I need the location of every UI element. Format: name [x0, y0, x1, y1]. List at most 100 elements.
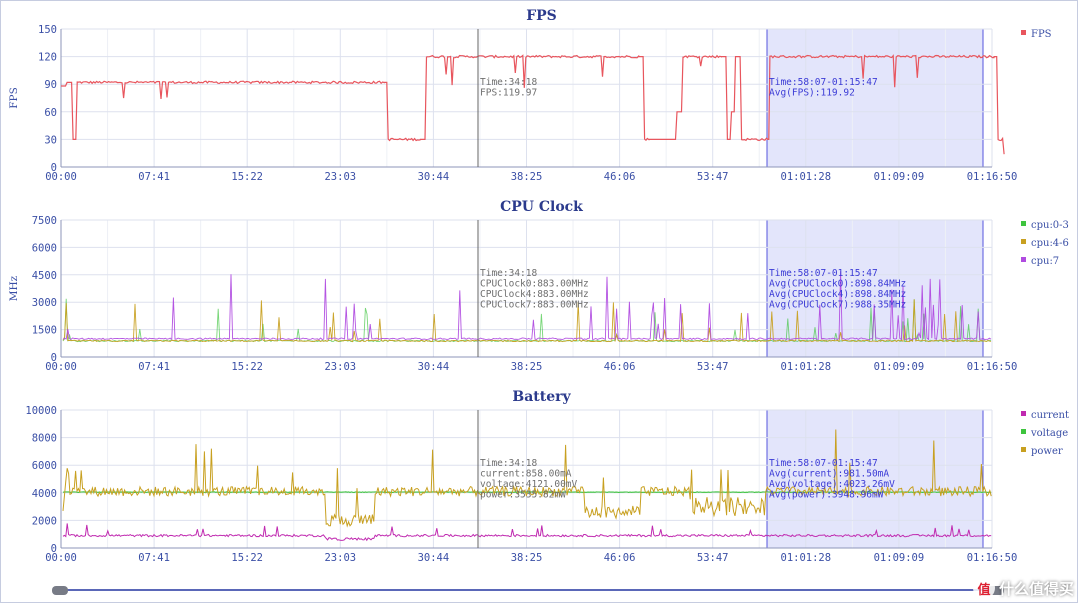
watermark-logo-icon: 值 [972, 577, 995, 599]
x-tick-label: 38:25 [511, 171, 543, 183]
legend-label: cpu:7 [1031, 256, 1059, 267]
x-tick-label: 00:00 [45, 171, 77, 183]
legend-swatch [1021, 221, 1026, 226]
x-tick-label: 01:01:28 [781, 361, 832, 373]
y-axis-label: FPS [8, 87, 20, 109]
chart-title: FPS [526, 8, 557, 24]
watermark: 值 什么值得买 [972, 577, 1074, 599]
x-tick-label: 38:25 [511, 552, 543, 564]
y-tick-label: 4500 [32, 270, 57, 282]
selection-region [766, 409, 984, 549]
x-tick-label: 00:00 [45, 552, 77, 564]
y-tick-label: 0 [51, 543, 57, 555]
series-line-current [62, 523, 992, 542]
y-tick-label: 150 [38, 24, 57, 36]
x-tick-label: 15:22 [231, 171, 263, 183]
watermark-text: 什么值得买 [998, 579, 1074, 598]
chart-panel-1: CPU Clock 00:00 07:41 15:22 23:03 30:44 38:25 4… [8, 199, 1069, 373]
legend-label: power [1031, 446, 1063, 457]
x-tick-label: 01:01:28 [781, 552, 832, 564]
series-line-power [62, 429, 992, 528]
y-tick-label: 0 [51, 162, 57, 174]
x-tick-label: 00:00 [45, 361, 77, 373]
x-tick-label: 23:03 [324, 171, 356, 183]
chart-title: CPU Clock [500, 199, 583, 215]
selection-readout: Avg(current):981.50mA [769, 469, 889, 480]
x-tick-label: 01:16:50 [967, 552, 1018, 564]
cursor-readout: CPUClock7:883.00MHz [480, 300, 589, 311]
legend-label: cpu:0-3 [1031, 220, 1069, 231]
cursor-readout: current:858.00mA [480, 469, 572, 480]
chart-panel-2: Battery 00:00 07:41 15:22 23:03 30:44 38:25 46:… [25, 389, 1069, 564]
y-tick-label: 4000 [32, 488, 57, 500]
cursor-readout: power:3535.82mW [480, 490, 566, 501]
legend-label: FPS [1031, 29, 1052, 40]
selection-readout: Time:58:07-01:15:47 [769, 458, 878, 469]
x-tick-label: 01:16:50 [967, 171, 1018, 183]
cursor-readout: CPUClock4:883.00MHz [480, 289, 589, 300]
legend-swatch [1021, 30, 1026, 35]
cursor-readout: Time:34:18 [480, 458, 537, 469]
legend-label: cpu:4-6 [1031, 238, 1069, 249]
y-tick-label: 60 [44, 107, 57, 119]
cursor-readout: CPUClock0:883.00MHz [480, 279, 589, 290]
x-tick-label: 46:06 [604, 552, 636, 564]
selection-readout: Avg(CPUClock0):898.84MHz [769, 279, 906, 290]
x-tick-label: 07:41 [138, 361, 170, 373]
legend-label: current [1031, 410, 1069, 421]
legend-label: voltage [1030, 428, 1068, 439]
x-tick-label: 01:09:09 [874, 361, 925, 373]
y-axis-label: MHz [8, 275, 20, 301]
y-tick-label: 120 [38, 52, 57, 64]
x-tick-label: 15:22 [231, 361, 263, 373]
y-tick-label: 3000 [32, 297, 57, 309]
x-tick-label: 46:06 [604, 361, 636, 373]
legend-swatch [1021, 429, 1026, 434]
selection-readout: Avg(CPUClock4):898.84MHz [769, 289, 906, 300]
chart-title: Battery [512, 389, 571, 405]
x-tick-label: 01:09:09 [874, 171, 925, 183]
selection-readout: Avg(FPS):119.92 [769, 88, 855, 99]
x-tick-label: 46:06 [604, 171, 636, 183]
x-tick-label: 15:22 [231, 552, 263, 564]
x-tick-label: 01:01:28 [781, 171, 832, 183]
selection-readout: Avg(power):3948.96mW [769, 490, 884, 501]
legend-swatch [1021, 257, 1026, 262]
y-tick-label: 8000 [32, 433, 57, 445]
legend-swatch [1021, 239, 1026, 244]
x-tick-label: 53:47 [697, 552, 729, 564]
y-tick-label: 90 [44, 79, 57, 91]
selection-region [766, 219, 984, 358]
x-tick-label: 30:44 [418, 361, 450, 373]
cursor-readout: voltage:4121.00mV [480, 479, 578, 490]
series-line-cpu-7 [62, 271, 992, 341]
x-tick-label: 07:41 [138, 552, 170, 564]
series-line-cpu-4-6 [62, 299, 992, 343]
x-tick-label: 30:44 [418, 171, 450, 183]
x-tick-label: 01:16:50 [967, 361, 1018, 373]
cursor-readout: FPS:119.97 [480, 88, 537, 99]
y-tick-label: 1500 [32, 325, 57, 337]
y-tick-label: 6000 [32, 460, 57, 472]
selection-readout: Time:58:07-01:15:47 [769, 77, 878, 88]
slider-handle-left[interactable] [52, 586, 68, 595]
x-tick-label: 30:44 [418, 552, 450, 564]
time-range-slider [52, 586, 1004, 595]
chart-panel-0: FPS 00:00 07:41 15:22 23:03 30:44 38:25 46:06 53… [8, 8, 1052, 183]
selection-readout: Avg(voltage):4023.26mV [769, 479, 895, 490]
y-tick-label: 2000 [32, 515, 57, 527]
x-tick-label: 38:25 [511, 361, 543, 373]
selection-readout: Avg(CPUClock7):988.35MHz [769, 300, 906, 311]
selection-readout: Time:58:07-01:15:47 [769, 268, 878, 279]
x-tick-label: 53:47 [697, 361, 729, 373]
y-tick-label: 30 [44, 134, 57, 146]
legend-swatch [1021, 411, 1026, 416]
y-tick-label: 7500 [32, 215, 57, 227]
x-tick-label: 23:03 [324, 552, 356, 564]
x-tick-label: 53:47 [697, 171, 729, 183]
legend-swatch [1021, 447, 1026, 452]
x-tick-label: 23:03 [324, 361, 356, 373]
x-tick-label: 07:41 [138, 171, 170, 183]
